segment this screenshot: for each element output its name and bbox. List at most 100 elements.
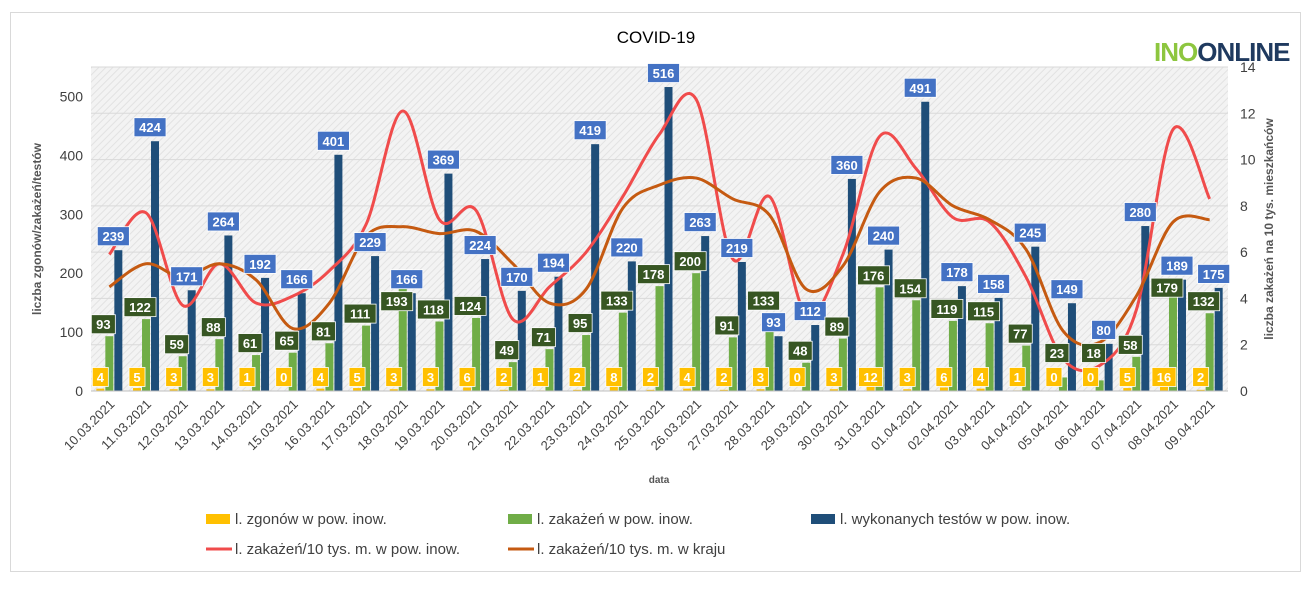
data-label: 80 <box>1091 319 1117 340</box>
bar <box>545 349 554 391</box>
data-label-box <box>637 264 670 285</box>
data-label: 175 <box>1197 264 1231 284</box>
data-label-box <box>1007 323 1033 344</box>
bar <box>646 389 655 391</box>
data-label-text: 194 <box>543 256 565 271</box>
data-label: 360 <box>830 155 864 175</box>
bar <box>912 300 921 391</box>
bar <box>756 389 765 391</box>
data-label: 6 <box>935 367 953 387</box>
data-label-text: 0 <box>794 370 801 385</box>
data-label-box <box>573 120 607 141</box>
data-label: 59 <box>164 334 190 355</box>
bar <box>737 261 746 391</box>
data-label-text: 220 <box>616 240 638 255</box>
bar <box>114 250 123 391</box>
data-label: 154 <box>893 278 927 299</box>
chart-svg: 4239935424122317159326488119261016665440… <box>30 28 1276 558</box>
legend-label: l. zakażeń/10 tys. m. w kraju <box>537 541 725 558</box>
data-label-text: 3 <box>390 370 397 385</box>
data-label-box <box>1045 367 1063 387</box>
data-label-box <box>824 316 850 337</box>
data-label-text: 171 <box>176 269 198 284</box>
bar <box>96 388 105 391</box>
bar <box>444 173 453 391</box>
data-label-text: 80 <box>1096 323 1110 338</box>
x-axis: 10.03.202111.03.202112.03.202113.03.2021… <box>61 390 1228 453</box>
data-label: 4 <box>678 367 696 387</box>
logo-part-online: ONLINE <box>1197 37 1290 67</box>
data-label: 48 <box>787 340 813 361</box>
data-label-box <box>788 367 806 387</box>
bar <box>133 388 142 391</box>
legend-item: l. zakażeń/10 tys. m. w kraju <box>508 541 725 558</box>
data-label-box <box>787 340 813 361</box>
bar <box>508 362 517 391</box>
data-label-text: 112 <box>800 304 821 319</box>
data-label-box <box>940 262 974 283</box>
data-label: 16 <box>1151 367 1177 387</box>
data-label: 1 <box>532 367 549 387</box>
bar <box>994 297 1003 391</box>
data-label-text: 6 <box>463 370 470 385</box>
data-label-box <box>90 314 116 335</box>
data-label-box <box>1050 279 1084 300</box>
data-label-text: 133 <box>606 294 628 309</box>
data-label: 132 <box>1187 291 1221 312</box>
data-label-box <box>417 299 450 320</box>
y2-tick-label: 2 <box>1240 337 1248 353</box>
bar <box>1177 279 1186 391</box>
data-label-box <box>1091 319 1117 340</box>
y-axis-title: liczba zgonów/zakażeń/testów <box>30 142 44 315</box>
data-label-box <box>1160 255 1194 276</box>
data-label: 5 <box>128 367 146 387</box>
data-label-text: 424 <box>139 120 161 135</box>
bar <box>985 323 994 391</box>
bar <box>692 273 701 391</box>
logo-part-ino: INO <box>1154 37 1198 67</box>
data-label-box <box>1118 367 1136 387</box>
data-label: 171 <box>170 266 204 287</box>
data-label-text: 280 <box>1129 205 1151 220</box>
series-line <box>108 175 1210 347</box>
data-label-text: 166 <box>396 272 418 287</box>
bar <box>1141 226 1150 391</box>
data-label-text: 175 <box>1203 267 1225 282</box>
data-label-text: 59 <box>169 337 183 352</box>
data-label: 61 <box>237 333 263 353</box>
data-label: 158 <box>977 274 1010 294</box>
data-label-box <box>830 155 864 175</box>
bar <box>591 144 600 391</box>
data-label: 245 <box>1013 222 1047 243</box>
data-label-box <box>1082 367 1100 387</box>
data-label-box <box>422 367 439 387</box>
bar <box>316 388 325 391</box>
data-label-text: 12 <box>863 370 877 385</box>
data-label: 170 <box>500 266 534 287</box>
data-label-text: 245 <box>1019 226 1041 241</box>
data-label-box <box>793 301 827 321</box>
data-label: 419 <box>573 120 607 141</box>
data-label: 166 <box>280 269 314 290</box>
data-label-box <box>858 367 883 387</box>
data-label: 280 <box>1123 202 1157 222</box>
bar <box>838 338 847 391</box>
bar <box>224 235 233 391</box>
data-label-box <box>977 274 1010 294</box>
bar <box>463 387 472 391</box>
data-label: 58 <box>1117 334 1143 355</box>
data-label-text: 61 <box>243 336 257 351</box>
bar <box>719 389 728 391</box>
data-label-box <box>930 298 964 319</box>
data-label: 4 <box>91 367 109 387</box>
x-axis-title: data <box>649 475 670 486</box>
data-label-box <box>165 367 183 387</box>
data-label: 200 <box>673 251 707 272</box>
data-label: 192 <box>243 253 277 274</box>
data-label-box <box>463 235 497 255</box>
data-label: 18 <box>1081 343 1107 363</box>
data-label-text: 189 <box>1166 259 1188 274</box>
bar <box>169 389 178 391</box>
data-label: 1 <box>1008 367 1026 387</box>
data-label: 8 <box>605 367 623 387</box>
